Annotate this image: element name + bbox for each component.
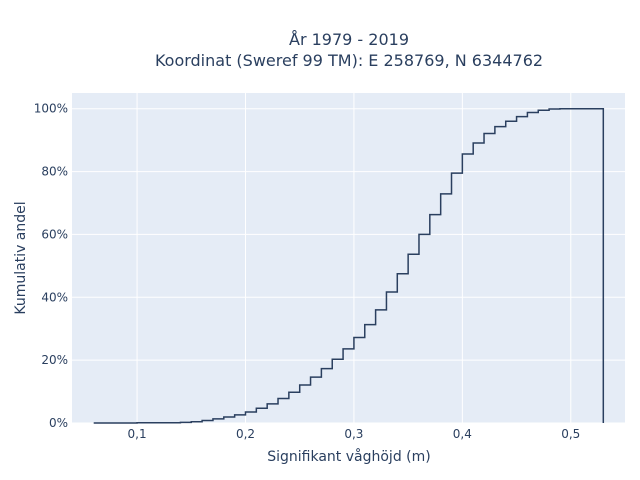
y-tick-label: 100% [34, 102, 68, 116]
x-tick-label: 0,5 [561, 427, 580, 441]
x-tick-label: 0,1 [128, 427, 147, 441]
chart-title-line2: Koordinat (Sweref 99 TM): E 258769, N 63… [155, 51, 543, 70]
x-tick-label: 0,2 [236, 427, 255, 441]
y-gridlines [72, 108, 625, 424]
x-tick-label: 0,4 [453, 427, 472, 441]
x-axis-title: Signifikant våghöjd (m) [267, 448, 430, 465]
plot-area [72, 93, 625, 423]
y-tick-label: 40% [41, 290, 68, 304]
y-tick-label: 0% [49, 416, 68, 430]
chart-title-line1: År 1979 - 2019 [289, 30, 409, 49]
x-tick-label: 0,3 [344, 427, 363, 441]
y-tick-label: 20% [41, 353, 68, 367]
y-axis-title: Kumulativ andel [13, 201, 29, 314]
x-tick-labels: 0,1 0,2 0,3 0,4 0,5 [128, 427, 581, 441]
y-tick-label: 80% [41, 165, 68, 179]
x-gridlines [136, 93, 572, 423]
y-tick-labels: 0% 20% 40% 60% 80% 100% [34, 102, 68, 430]
cdf-step-line [93, 107, 605, 424]
y-tick-label: 60% [41, 227, 68, 241]
